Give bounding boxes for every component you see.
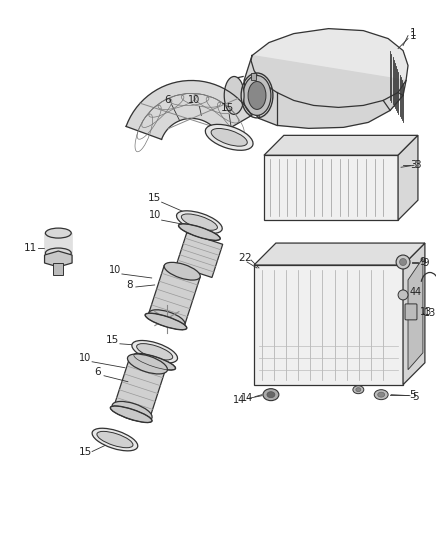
Polygon shape: [114, 358, 166, 417]
Text: 4: 4: [410, 287, 416, 297]
Text: 15: 15: [78, 447, 92, 457]
Text: 3: 3: [410, 160, 416, 170]
Text: 10: 10: [148, 210, 161, 220]
Text: 8: 8: [127, 280, 133, 290]
Polygon shape: [408, 258, 423, 370]
Circle shape: [399, 259, 406, 265]
Text: 13: 13: [424, 308, 436, 318]
Ellipse shape: [205, 124, 253, 150]
Ellipse shape: [267, 392, 275, 398]
Text: 3: 3: [415, 160, 421, 170]
Text: 9: 9: [423, 258, 429, 268]
Ellipse shape: [145, 313, 187, 330]
Ellipse shape: [243, 76, 271, 116]
Ellipse shape: [374, 390, 388, 400]
Polygon shape: [254, 243, 425, 265]
Ellipse shape: [263, 389, 279, 401]
Text: 2: 2: [244, 253, 251, 263]
Ellipse shape: [224, 77, 244, 115]
Ellipse shape: [97, 431, 133, 448]
Text: 6: 6: [164, 95, 171, 106]
Polygon shape: [264, 155, 398, 220]
Ellipse shape: [46, 228, 71, 238]
Polygon shape: [149, 265, 200, 325]
Polygon shape: [398, 135, 418, 220]
Text: 10: 10: [188, 95, 201, 106]
Ellipse shape: [149, 310, 185, 327]
Ellipse shape: [46, 248, 71, 258]
Text: 14: 14: [241, 393, 253, 402]
Text: 2: 2: [238, 253, 244, 263]
Text: 10: 10: [79, 353, 91, 363]
Ellipse shape: [164, 262, 200, 280]
Ellipse shape: [378, 392, 385, 397]
Polygon shape: [251, 29, 408, 108]
Text: 11: 11: [24, 243, 37, 253]
Ellipse shape: [177, 211, 222, 233]
Text: 5: 5: [413, 392, 419, 402]
FancyBboxPatch shape: [405, 304, 417, 320]
Ellipse shape: [132, 341, 177, 363]
Ellipse shape: [112, 401, 152, 422]
Polygon shape: [126, 80, 252, 140]
Text: 15: 15: [221, 103, 234, 114]
Text: 5: 5: [410, 390, 416, 400]
Ellipse shape: [211, 128, 247, 146]
Text: 4: 4: [415, 287, 421, 297]
Polygon shape: [46, 233, 71, 253]
Circle shape: [398, 290, 408, 300]
Bar: [254, 265, 403, 385]
Text: 9: 9: [420, 257, 426, 267]
Ellipse shape: [137, 344, 173, 360]
Polygon shape: [403, 243, 425, 385]
Bar: [53, 263, 63, 275]
Text: 1: 1: [410, 28, 416, 38]
Text: 15: 15: [105, 335, 119, 345]
Circle shape: [396, 255, 410, 269]
Text: 10: 10: [109, 265, 121, 275]
Polygon shape: [176, 232, 223, 278]
Bar: [251, 72, 256, 80]
Polygon shape: [45, 251, 72, 267]
Ellipse shape: [92, 428, 138, 451]
Text: 13: 13: [420, 307, 432, 317]
Ellipse shape: [179, 224, 220, 240]
Polygon shape: [264, 135, 418, 155]
Text: 6: 6: [95, 367, 101, 377]
Ellipse shape: [248, 82, 266, 109]
Text: 14: 14: [233, 394, 245, 405]
Ellipse shape: [110, 406, 152, 423]
Text: 15: 15: [148, 193, 161, 203]
Ellipse shape: [127, 354, 167, 374]
Text: 1: 1: [410, 30, 416, 41]
Ellipse shape: [181, 214, 217, 230]
Polygon shape: [244, 55, 406, 128]
Ellipse shape: [356, 387, 361, 392]
Ellipse shape: [353, 386, 364, 394]
Ellipse shape: [134, 353, 176, 370]
